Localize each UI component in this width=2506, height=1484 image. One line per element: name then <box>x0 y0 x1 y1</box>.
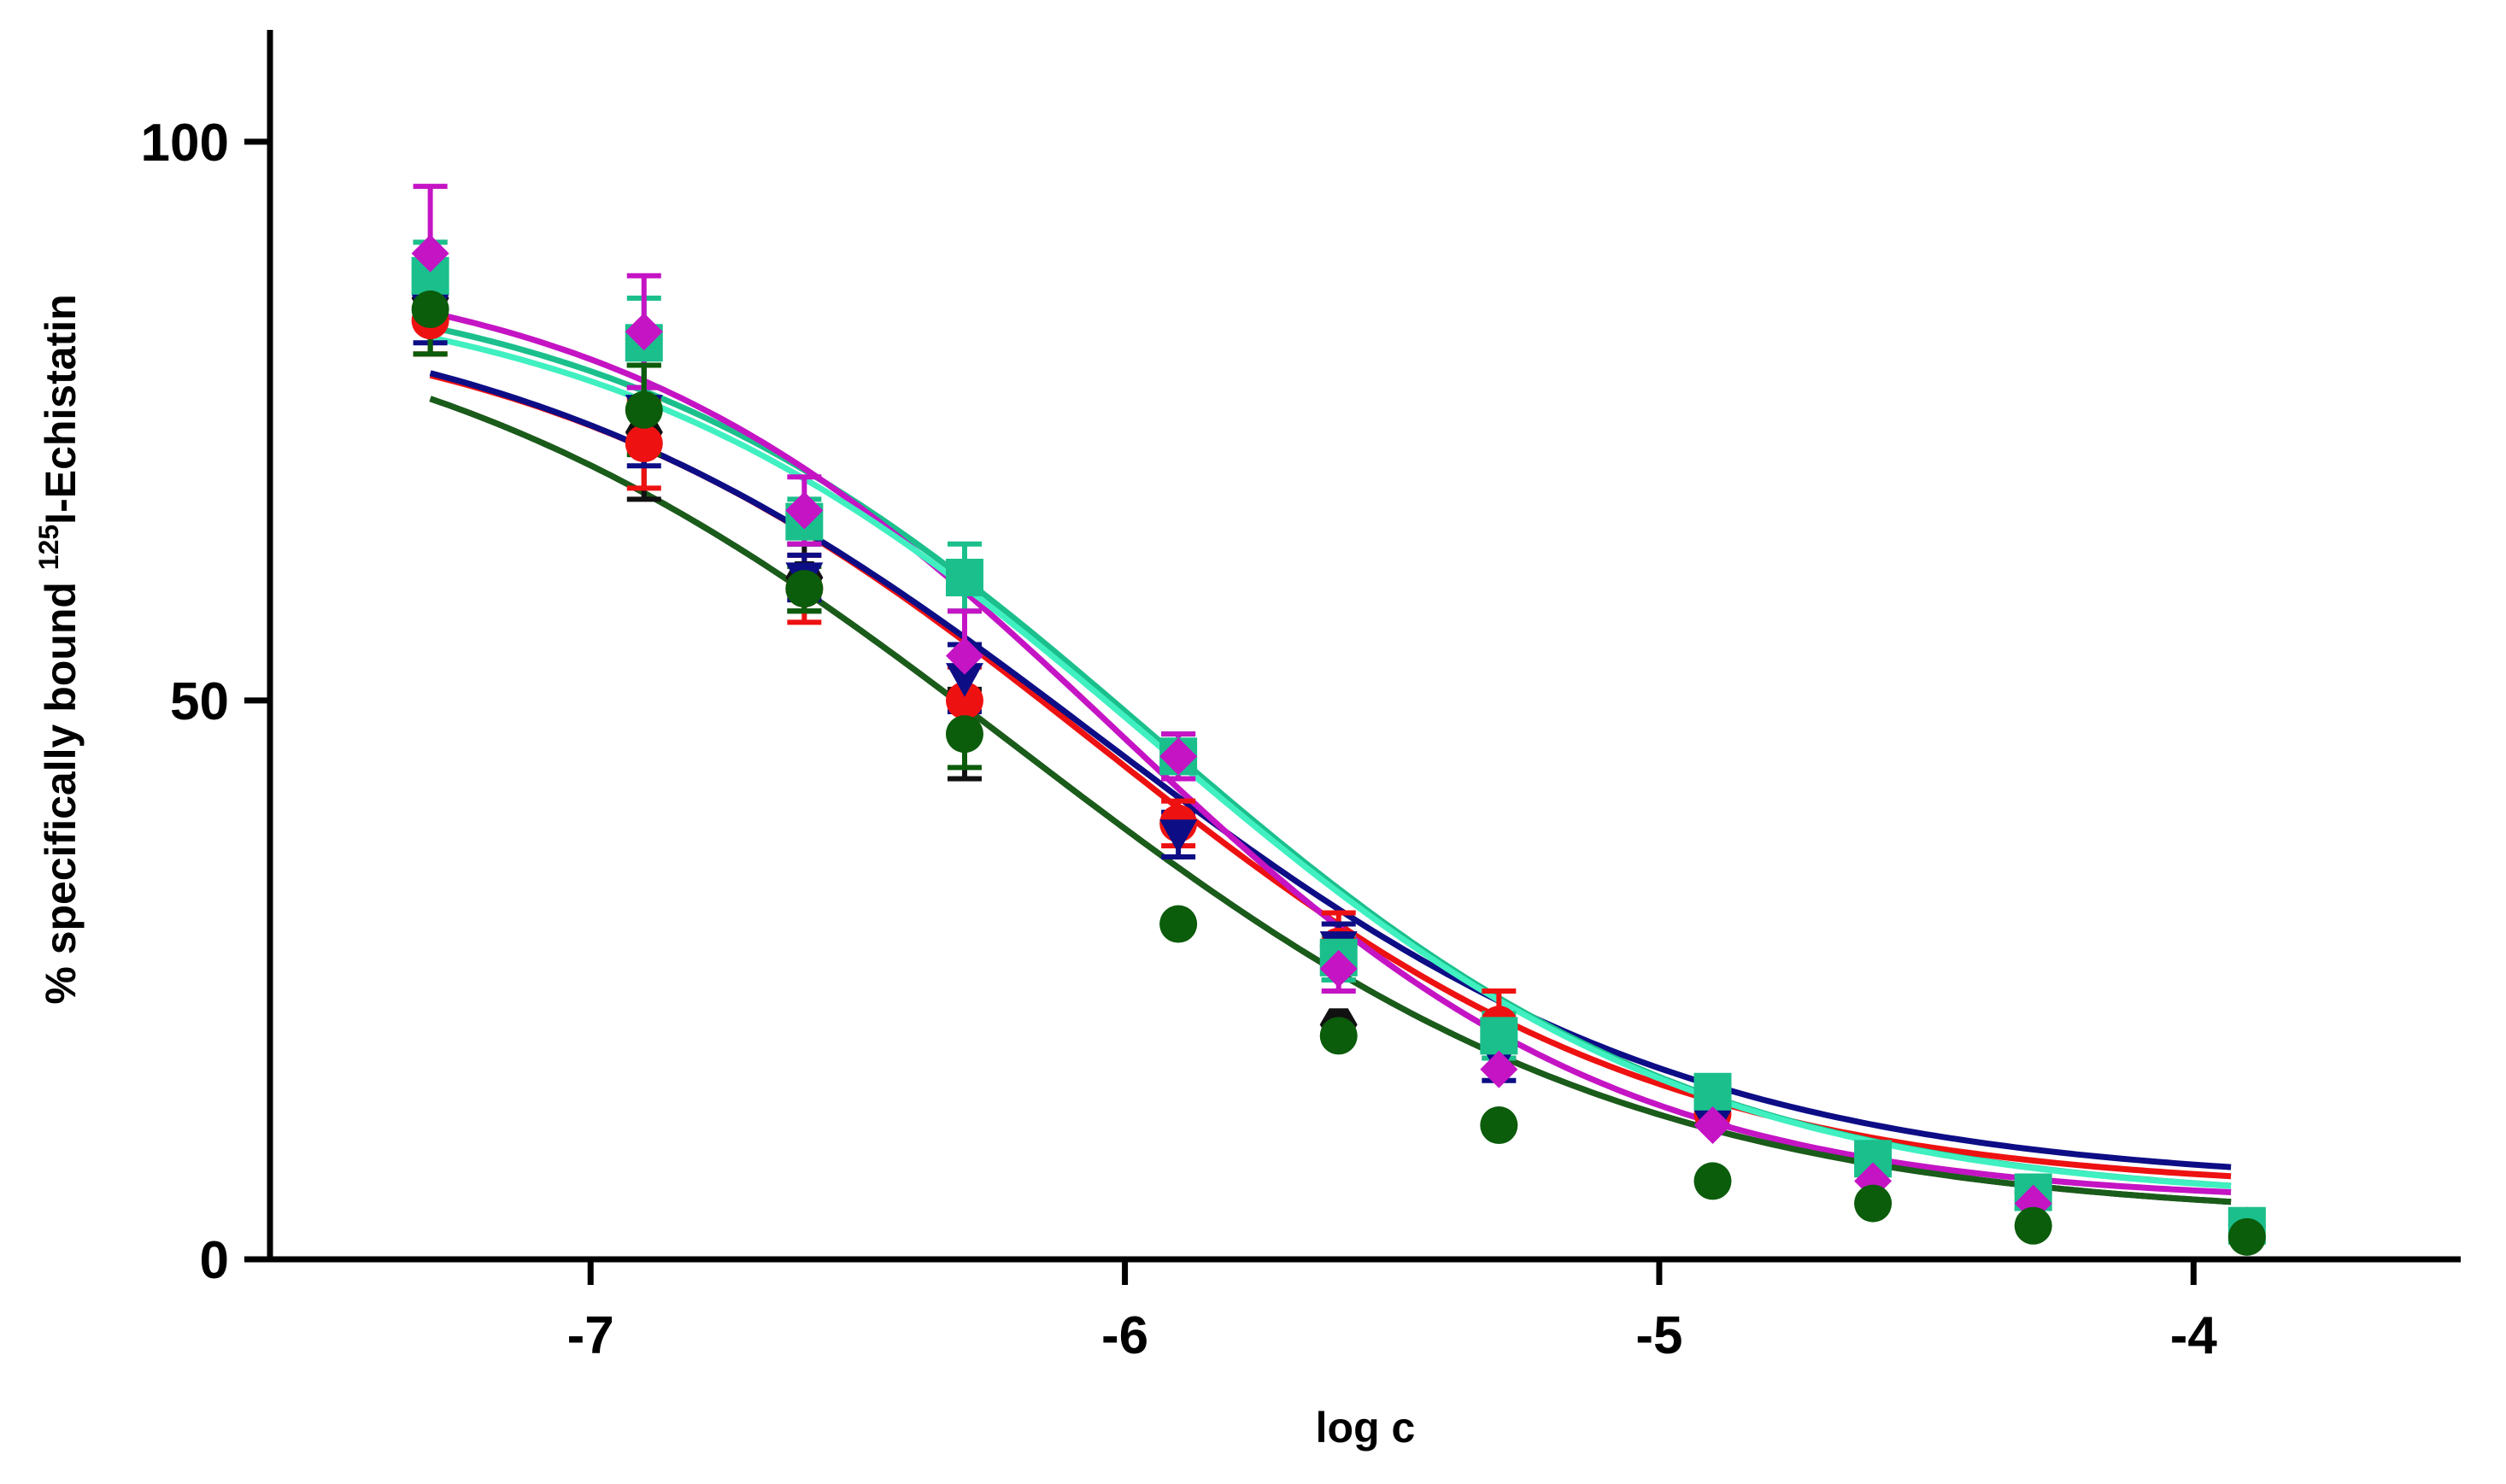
y-axis-title: % specifically bound 125I-Echistatin <box>33 294 85 1004</box>
axes <box>267 30 2461 1263</box>
fit-curve-black-hexagon <box>429 396 2232 1205</box>
y-tick-label: 0 <box>200 1231 229 1290</box>
x-tick-label: -4 <box>2170 1306 2218 1365</box>
data-point-green-circle <box>411 290 449 329</box>
data-point-green-circle <box>785 570 824 608</box>
data-point-navy-triangle-down <box>1159 819 1198 853</box>
data-point-green-circle <box>1480 1106 1518 1145</box>
y-axis-title-prefix: % specifically bound <box>37 570 85 1004</box>
data-point-teal-square <box>1693 1072 1732 1111</box>
y-axis-title-superscript: 125 <box>33 525 64 570</box>
fit-curve-magenta-diamond <box>429 309 2232 1195</box>
x-tick-label: -6 <box>1101 1306 1148 1365</box>
data-point-red-circle <box>625 425 663 463</box>
data-point-magenta-diamond <box>1693 1106 1732 1145</box>
fit-curve-green-circle <box>429 396 2232 1205</box>
data-point-magenta-diamond <box>1319 949 1358 988</box>
y-tick-label: 50 <box>170 672 229 731</box>
data-point-green-circle <box>1854 1184 1893 1223</box>
data-markers <box>411 234 2266 1256</box>
data-point-green-circle <box>1693 1162 1732 1200</box>
x-tick-label: -7 <box>567 1306 614 1365</box>
data-point-teal-square <box>1480 1017 1518 1055</box>
data-point-green-circle <box>1159 905 1198 943</box>
fit-curve-red-circle <box>429 372 2232 1180</box>
data-point-red-circle <box>945 681 983 719</box>
data-point-green-circle <box>2014 1206 2052 1245</box>
data-point-magenta-diamond <box>1480 1050 1518 1088</box>
x-tick-label: -5 <box>1635 1306 1682 1365</box>
fit-curve-navy-triangle-down <box>429 370 2232 1170</box>
data-point-magenta-diamond <box>625 313 663 351</box>
data-point-magenta-diamond <box>785 491 824 530</box>
fit-curve-aquamarine-fit <box>429 334 2232 1189</box>
data-point-magenta-diamond <box>945 636 983 675</box>
data-point-navy-triangle-down <box>945 663 983 697</box>
fit-curve-teal-square <box>429 324 2232 1189</box>
data-point-green-circle <box>2227 1217 2266 1256</box>
x-axis-title: log c <box>1316 1404 1416 1452</box>
data-point-green-circle <box>625 390 663 429</box>
ticks: -7 -6 -5 -4 0 50 100 <box>141 114 2218 1365</box>
y-axis-title-suffix: I-Echistatin <box>37 294 85 524</box>
data-point-magenta-diamond <box>411 234 449 273</box>
data-point-green-circle <box>1319 1017 1358 1055</box>
data-point-green-circle <box>945 715 983 754</box>
fit-curves <box>429 309 2232 1205</box>
y-tick-label: 100 <box>141 114 229 173</box>
data-point-teal-square <box>945 559 983 597</box>
data-point-magenta-diamond <box>1159 737 1198 776</box>
